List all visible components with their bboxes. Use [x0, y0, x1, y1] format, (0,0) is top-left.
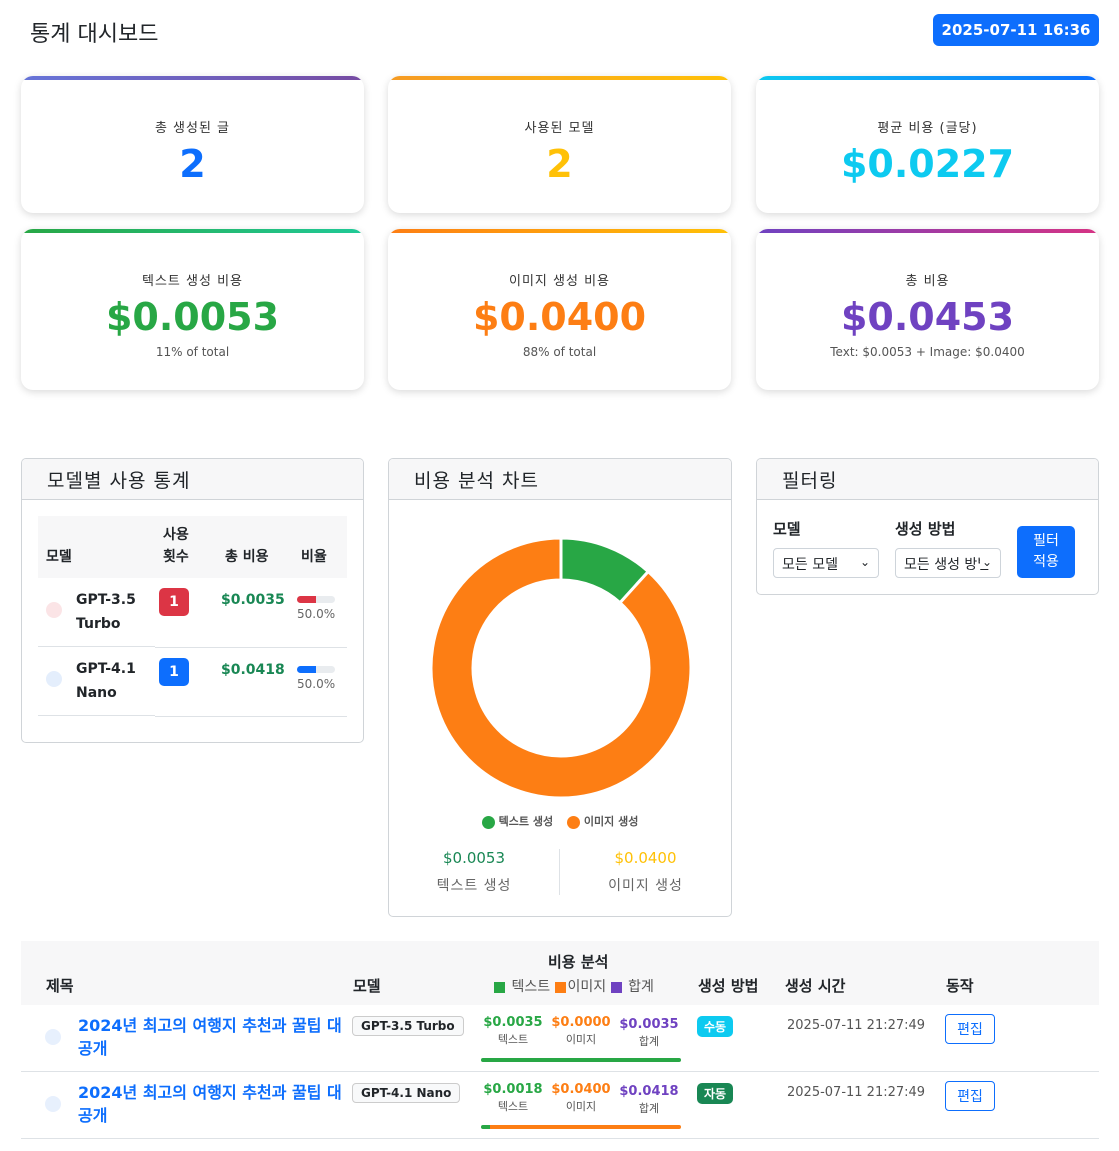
stat-card-total-cost: 총 비용 $0.0453 Text: $0.0053 + Image: $0.0…	[756, 229, 1099, 390]
model-color-dot	[46, 671, 62, 687]
stat-sub: 88% of total	[522, 345, 597, 359]
model-select[interactable]: 모든 모델 ⌄	[773, 548, 879, 578]
donut-chart	[429, 536, 693, 800]
method-select[interactable]: 모든 생성 방법 ⌄	[895, 548, 1001, 578]
cost-legend: 텍스트 이미지 합계	[494, 976, 654, 996]
stat-value: 2	[179, 142, 206, 186]
image-cost-summary: $0.0400 이미지 생성	[560, 849, 731, 895]
stat-value: $0.0053	[105, 295, 280, 339]
page-title: 통계 대시보드	[30, 22, 159, 47]
col-header-action: 동작	[946, 977, 974, 995]
filter-panel: 필터링 모델 모든 모델 ⌄ 생성 방법 모든 생성 방법 ⌄ 필터 적용	[756, 458, 1099, 595]
col-header-method: 생성 방법	[698, 977, 759, 995]
stat-value: $0.0453	[840, 295, 1015, 339]
stat-card-models-used: 사용된 모델 2	[388, 76, 731, 213]
ratio-bar	[297, 665, 335, 673]
table-row: 2024년 최고의 여행지 추천과 꿀팁 대공개 GPT-3.5 Turbo $…	[21, 1005, 1099, 1072]
legend-item-image[interactable]: 이미지 생성	[566, 815, 638, 829]
panel-title: 모델별 사용 통계	[22, 459, 363, 500]
created-time: 2025-07-11 21:27:49	[787, 1018, 926, 1033]
image-cost: $0.0400 이미지	[551, 1082, 611, 1113]
col-header-model: 모델	[38, 516, 155, 578]
cost-share-bar	[481, 1058, 681, 1062]
stat-value: $0.0400	[472, 295, 647, 339]
stat-label: 텍스트 생성 비용	[142, 274, 243, 289]
col-header-time: 생성 시간	[785, 977, 846, 995]
col-header-title: 제목	[46, 977, 74, 995]
model-stats-panel: 모델별 사용 통계 모델 사용 횟수 총 비용 비율 GPT-3.5 Turbo 1…	[21, 458, 364, 743]
total-cost: $0.0418 합계	[619, 1084, 679, 1115]
table-row: GPT-3.5 Turbo 1 $0.0035 50.0%	[38, 578, 347, 648]
chevron-down-icon: ⌄	[859, 555, 870, 569]
total-cost: $0.0035 합계	[619, 1017, 679, 1048]
edit-button[interactable]: 편집	[945, 1081, 995, 1111]
stat-label: 총 비용	[905, 274, 950, 289]
cost-chart-panel: 비용 분석 차트 텍스트 생성 이미지 생성 $0.0053 텍스트 생성 $0…	[388, 458, 732, 917]
stat-label: 이미지 생성 비용	[509, 274, 610, 289]
stat-card-avg-cost: 평균 비용 (글당) $0.0227	[756, 76, 1099, 213]
col-header-cost: 총 비용	[217, 516, 293, 578]
stat-label: 총 생성된 글	[154, 121, 231, 136]
text-cost: $0.0035 텍스트	[483, 1015, 543, 1046]
panel-title: 필터링	[757, 459, 1098, 500]
table-row: GPT-4.1 Nano 1 $0.0418 50.0%	[38, 647, 347, 717]
usage-count-badge: 1	[159, 657, 189, 686]
stat-label: 사용된 모델	[524, 121, 595, 136]
text-cost-label: 텍스트 생성	[436, 878, 512, 894]
ratio-text: 50.0%	[297, 676, 336, 691]
stat-card-total-posts: 총 생성된 글 2	[21, 76, 364, 213]
stat-card-image-cost: 이미지 생성 비용 $0.0400 88% of total	[388, 229, 731, 390]
apply-filter-button[interactable]: 필터 적용	[1017, 526, 1075, 578]
stat-sub: Text: $0.0053 + Image: $0.0400	[830, 345, 1025, 359]
model-color-dot	[46, 602, 62, 618]
post-dot	[45, 1029, 61, 1045]
legend-item-text[interactable]: 텍스트 생성	[481, 815, 553, 829]
cost-share-bar	[481, 1125, 681, 1129]
model-stats-table: 모델 사용 횟수 총 비용 비율 GPT-3.5 Turbo 1 $0.0035 5…	[38, 516, 347, 717]
chart-legend: 텍스트 생성 이미지 생성	[389, 813, 731, 829]
chevron-down-icon: ⌄	[979, 555, 992, 569]
edit-button[interactable]: 편집	[945, 1014, 995, 1044]
text-cost: $0.0018 텍스트	[483, 1082, 543, 1113]
model-cost: $0.0418	[217, 647, 293, 717]
donut-slice-1[interactable]	[429, 536, 693, 800]
model-name: GPT-4.1 Nano	[76, 661, 136, 701]
ratio-bar	[297, 596, 335, 603]
method-badge: 자동	[697, 1083, 734, 1104]
stat-label: 평균 비용 (글당)	[877, 121, 978, 136]
col-header-model: 모델	[353, 977, 381, 995]
model-name: GPT-3.5 Turbo	[76, 592, 136, 632]
col-header-count: 사용 횟수	[155, 516, 217, 578]
filter-method-label: 생성 방법	[895, 520, 956, 538]
posts-table-header: 제목 모델 비용 분석 텍스트 이미지 합계 생성 방법 생성 시간 동작	[21, 941, 1099, 1005]
col-header-cost: 비용 분석	[548, 953, 609, 971]
text-cost-summary: $0.0053 텍스트 생성	[389, 849, 560, 895]
model-tag: GPT-4.1 Nano	[352, 1083, 461, 1103]
image-cost-label: 이미지 생성	[608, 878, 683, 894]
post-dot	[45, 1096, 61, 1112]
post-title-link[interactable]: 2024년 최고의 여행지 추천과 꿀팁 대공개	[78, 1083, 342, 1125]
usage-count-badge: 1	[159, 588, 189, 616]
text-cost-value: $0.0053	[442, 849, 506, 867]
model-tag: GPT-3.5 Turbo	[352, 1016, 464, 1036]
col-header-ratio: 비율	[293, 516, 347, 578]
method-badge: 수동	[697, 1016, 734, 1037]
created-time: 2025-07-11 21:27:49	[787, 1085, 926, 1100]
stat-value: $0.0227	[840, 142, 1015, 186]
stat-sub: 11% of total	[155, 345, 230, 359]
image-cost-value: $0.0400	[614, 849, 677, 867]
ratio-text: 50.0%	[297, 607, 336, 621]
model-cost: $0.0035	[217, 578, 293, 648]
image-cost: $0.0000 이미지	[551, 1015, 611, 1046]
panel-title: 비용 분석 차트	[389, 459, 731, 500]
filter-model-label: 모델	[773, 520, 801, 538]
datetime-badge: 2025-07-11 16:36	[933, 14, 1099, 46]
post-title-link[interactable]: 2024년 최고의 여행지 추천과 꿀팁 대공개	[78, 1016, 342, 1058]
table-row: 2024년 최고의 여행지 추천과 꿀팁 대공개 GPT-4.1 Nano $0…	[21, 1072, 1099, 1139]
stat-card-text-cost: 텍스트 생성 비용 $0.0053 11% of total	[21, 229, 364, 390]
stat-value: 2	[546, 142, 573, 186]
